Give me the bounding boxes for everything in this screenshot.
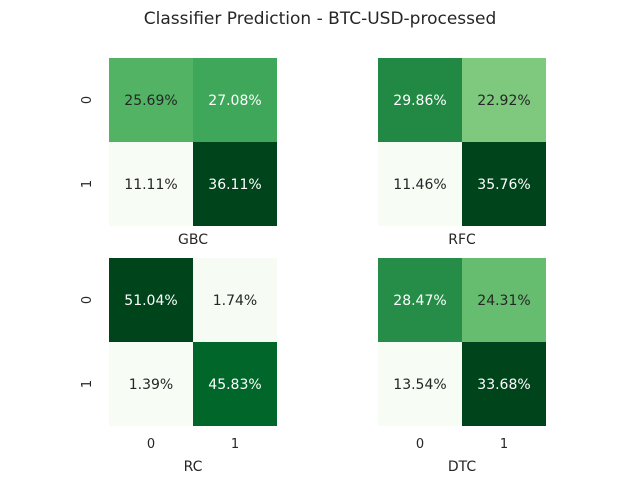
dtc-xtick-label-0: 0 [416,437,424,452]
dtc-cell-0-0 [378,258,462,342]
dtc-xtick-label-1: 1 [500,437,508,452]
gbc-cell-1-0 [109,142,193,226]
rfc-cell-label-1-0: 11.46% [393,177,446,193]
rc-cell-label-1-1: 45.83% [208,377,261,393]
rc-axis-label: RC [184,459,203,475]
gbc-cell-label-0-0: 25.69% [124,93,177,109]
gbc-cell-label-1-0: 11.11% [124,177,177,193]
gbc-ytick-label-0: 0 [80,96,95,104]
rfc-cell-label-1-1: 35.76% [477,177,530,193]
rc-cell-label-0-0: 51.04% [124,293,177,309]
rfc-cell-label-0-1: 22.92% [477,93,530,109]
dtc-cell-0-1 [462,258,546,342]
rc-cell-label-0-1: 1.74% [213,293,257,309]
rc-cell-label-1-0: 1.39% [129,377,173,393]
figure-title: Classifier Prediction - BTC-USD-processe… [144,9,497,29]
rfc-cell-1-0 [378,142,462,226]
rc-xtick-label-1: 1 [231,437,239,452]
rc-xtick-label-0: 0 [147,437,155,452]
rfc-axis-label: RFC [448,232,476,248]
dtc-cell-1-1 [462,342,546,426]
gbc-ytick-label-1: 1 [80,180,95,188]
rc-ytick-label-0: 0 [80,296,95,304]
dtc-cell-label-0-0: 28.47% [393,293,446,309]
rc-cell-0-0 [109,258,193,342]
rc-cell-0-1 [193,258,277,342]
gbc-cell-label-1-1: 36.11% [208,177,261,193]
dtc-axis-label: DTC [448,459,477,475]
rfc-cell-0-1 [462,58,546,142]
rfc-cell-1-1 [462,142,546,226]
dtc-cell-label-0-1: 24.31% [477,293,530,309]
dtc-cell-1-0 [378,342,462,426]
rfc-cell-label-0-0: 29.86% [393,93,446,109]
rfc-cell-0-0 [378,58,462,142]
dtc-cell-label-1-0: 13.54% [393,377,446,393]
rc-cell-1-1 [193,342,277,426]
dtc-cell-label-1-1: 33.68% [477,377,530,393]
rc-cell-1-0 [109,342,193,426]
gbc-cell-1-1 [193,142,277,226]
rc-ytick-label-1: 1 [80,380,95,388]
gbc-axis-label: GBC [178,232,208,248]
gbc-cell-label-0-1: 27.08% [208,93,261,109]
gbc-cell-0-0 [109,58,193,142]
gbc-cell-0-1 [193,58,277,142]
